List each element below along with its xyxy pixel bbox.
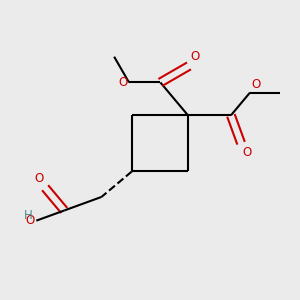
Text: O: O [34, 172, 44, 185]
Text: O: O [190, 50, 200, 63]
Text: O: O [243, 146, 252, 159]
Text: O: O [26, 214, 35, 227]
Text: H: H [24, 209, 32, 222]
Text: O: O [118, 76, 128, 89]
Text: O: O [252, 78, 261, 91]
